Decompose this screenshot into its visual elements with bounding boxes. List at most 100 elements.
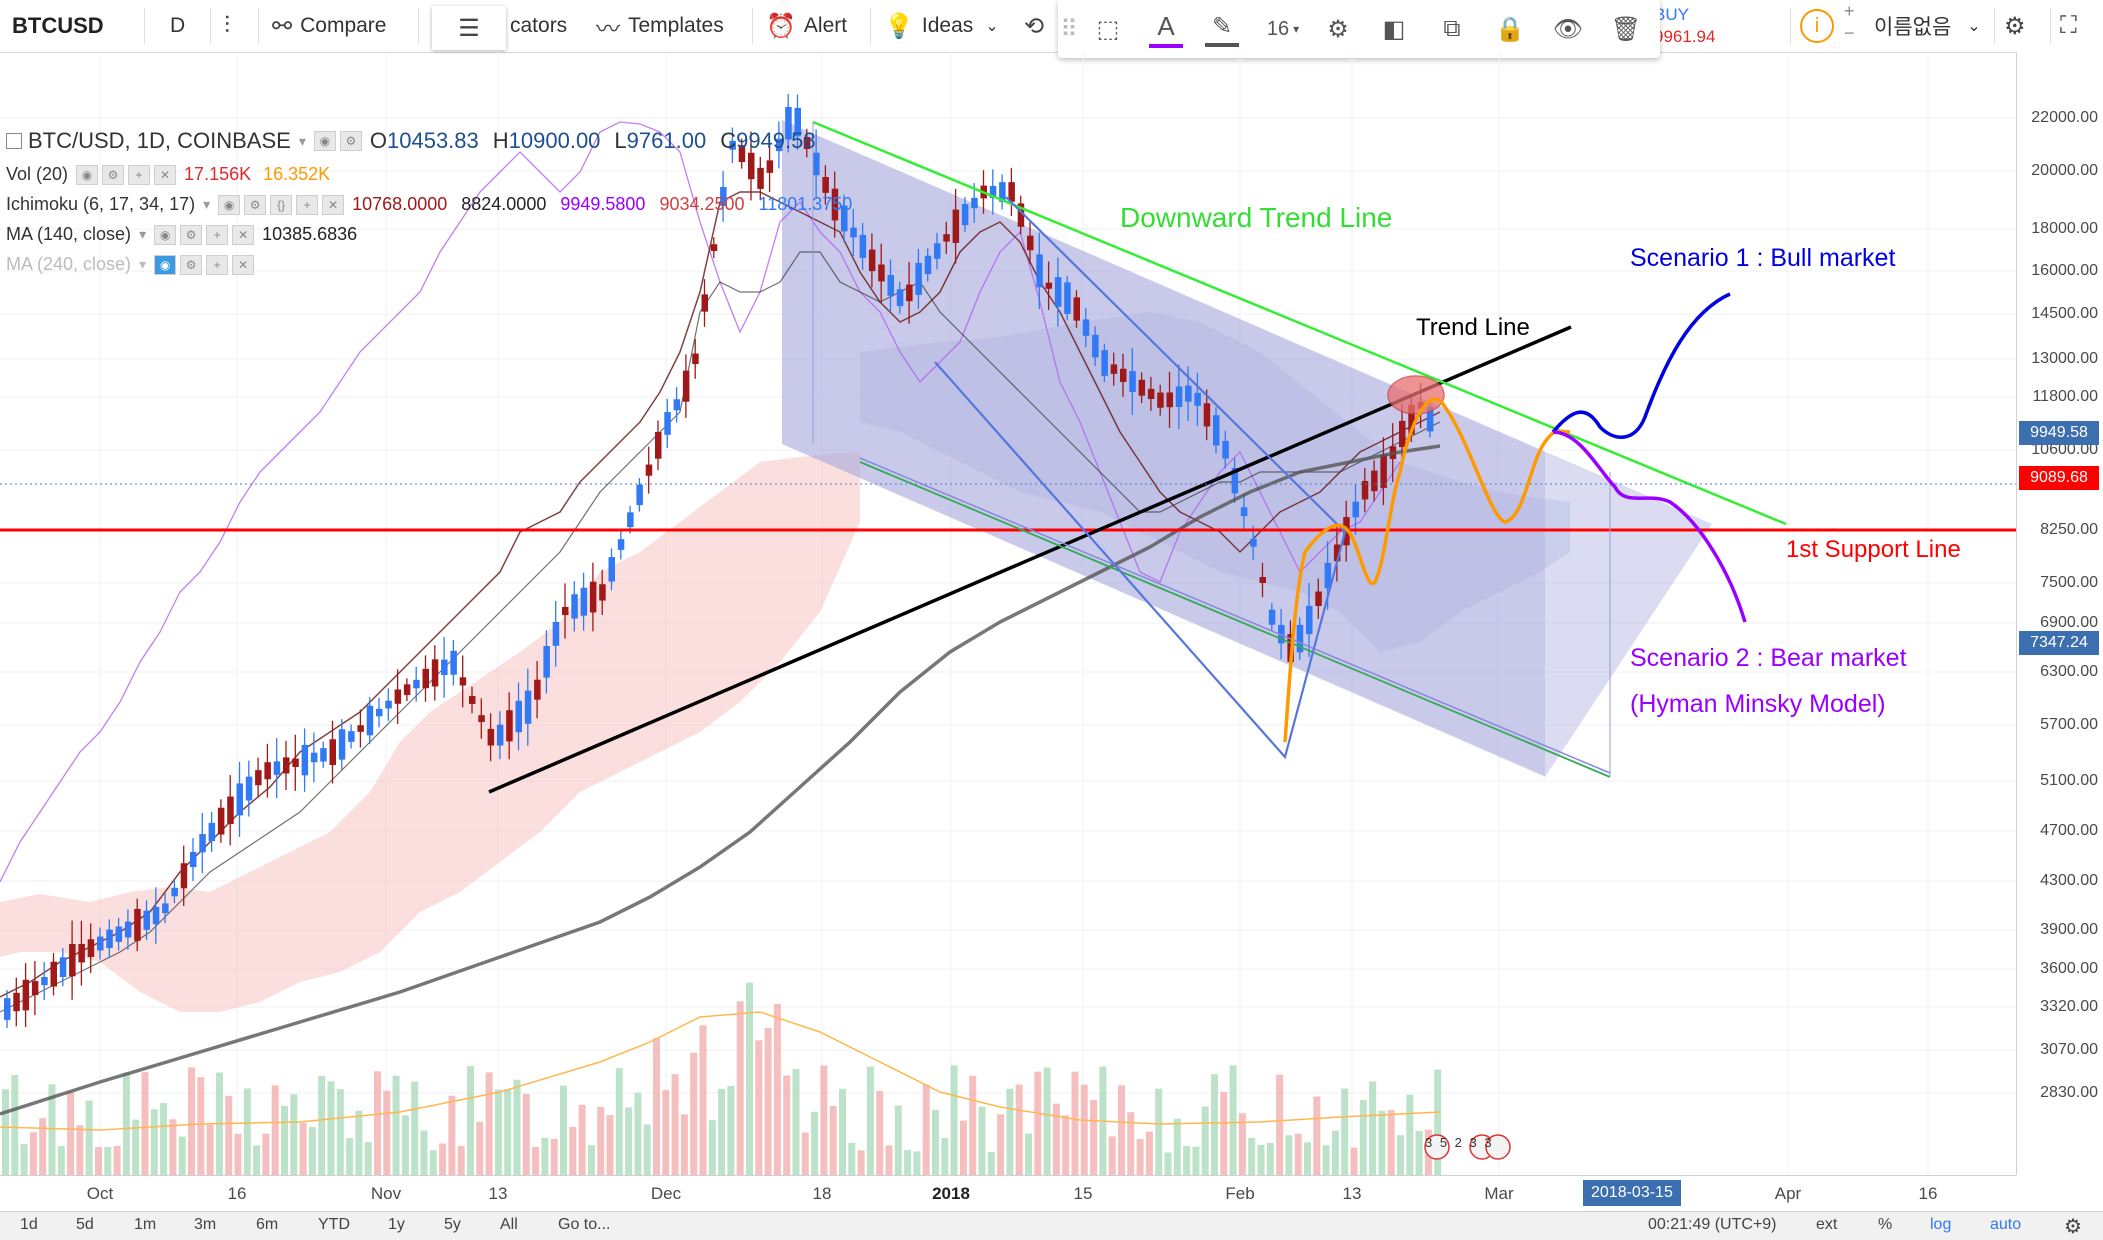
- percent-toggle[interactable]: %: [1878, 1216, 1893, 1233]
- close-icon[interactable]: ✕: [232, 254, 255, 275]
- candle-body: [934, 243, 941, 259]
- minus-icon[interactable]: −: [1844, 23, 1855, 43]
- eye-icon[interactable]: ◉: [154, 224, 177, 245]
- visual-order-icon[interactable]: ◧: [1382, 15, 1406, 43]
- eye-icon[interactable]: ◉: [218, 194, 241, 215]
- fullscreen-button[interactable]: ⛶: [2060, 0, 2085, 52]
- candle-body: [999, 182, 1006, 202]
- eye-icon[interactable]: 👁: [1552, 15, 1584, 43]
- ext-toggle[interactable]: ext: [1816, 1216, 1838, 1233]
- user-menu[interactable]: 이름없음 ⌄: [1874, 0, 1981, 52]
- eye-icon[interactable]: ◉: [154, 254, 177, 275]
- volume-bar: [1155, 1088, 1163, 1175]
- volume-bar: [122, 1072, 130, 1175]
- volume-bar: [48, 1084, 56, 1175]
- price-chart[interactable]: [0, 52, 2016, 1175]
- candle-body: [87, 939, 95, 958]
- candle-body: [943, 234, 950, 242]
- gear-icon[interactable]: ⚙: [102, 164, 125, 185]
- chevron-down-icon[interactable]: ▾: [139, 226, 147, 242]
- price-tick-label: 7500.00: [2040, 574, 2098, 591]
- replay-button[interactable]: ⟲: [1024, 0, 1052, 52]
- gear-icon[interactable]: ⚙: [2064, 1216, 2082, 1238]
- volume-bar: [1006, 1088, 1014, 1175]
- time-axis[interactable]: Oct 16 Nov 13 Dec 18 2018 15 Feb 13 Mar Apr 16 2018-…: [0, 1175, 2016, 1212]
- eye-icon[interactable]: ◉: [76, 164, 99, 185]
- lock-icon[interactable]: 🔒: [1495, 15, 1525, 43]
- range-button-5y[interactable]: 5y: [444, 1216, 461, 1233]
- interval-button[interactable]: D: [170, 14, 186, 37]
- trend-line-label[interactable]: Trend Line: [1416, 314, 1530, 341]
- buy-button[interactable]: BUY 9961.94: [1654, 0, 1784, 52]
- candle-body: [1426, 407, 1434, 432]
- orange-forecast-path: [1283, 397, 1571, 743]
- scenario1-label[interactable]: Scenario 1 : Bull market: [1630, 244, 1896, 272]
- scenario2-label[interactable]: Scenario 2 : Bear market: [1630, 644, 1907, 672]
- clone-icon[interactable]: ⧉: [1443, 15, 1461, 42]
- auto-toggle[interactable]: auto: [1990, 1216, 2022, 1233]
- gear-icon[interactable]: ⚙: [339, 131, 362, 151]
- bar-style-button[interactable]: ⫶: [224, 0, 238, 52]
- chevron-down-icon[interactable]: ▾: [298, 132, 306, 149]
- drawing-toolbar: ⠿ ⬚ A ✎ 16 ▾ ⚙ ◧ ⧉ 🔒 👁 🗑: [1058, 0, 1660, 58]
- range-button-all[interactable]: All: [500, 1216, 518, 1233]
- chevron-down-icon[interactable]: ▾: [203, 196, 211, 212]
- indicators-icon-button[interactable]: ☰: [432, 6, 506, 50]
- candle-body: [450, 650, 457, 675]
- symbol-search[interactable]: BTCUSD: [12, 13, 104, 38]
- drag-handle-icon[interactable]: ⠿: [1060, 15, 1078, 43]
- plus-icon[interactable]: +: [296, 194, 319, 215]
- close-icon[interactable]: ✕: [154, 164, 177, 185]
- settings-button[interactable]: ⚙: [2004, 0, 2034, 52]
- gear-icon[interactable]: ⚙: [244, 194, 267, 215]
- price-axis[interactable]: 22000.00 20000.00 18000.00 16000.00 14500.00…: [2016, 52, 2103, 1175]
- templates-button[interactable]: 〰 Templates: [596, 0, 724, 52]
- candle-body: [738, 145, 746, 163]
- trash-icon[interactable]: 🗑: [1610, 15, 1642, 43]
- minsky-label[interactable]: (Hyman Minsky Model): [1630, 690, 1886, 718]
- candle-body: [701, 294, 708, 312]
- font-size-select[interactable]: 16 ▾: [1256, 0, 1310, 58]
- eye-icon[interactable]: ◉: [313, 131, 336, 151]
- source-icon[interactable]: {}: [270, 194, 293, 215]
- chevron-down-icon[interactable]: ▾: [139, 256, 147, 272]
- close-icon[interactable]: ✕: [232, 224, 255, 245]
- volume-bar: [327, 1081, 335, 1175]
- range-button-5d[interactable]: 5d: [76, 1216, 94, 1233]
- chart-pane[interactable]: Downward Trend Line Trend Line Scenario …: [0, 52, 2016, 1175]
- text-color-button[interactable]: A: [1142, 0, 1190, 58]
- log-toggle[interactable]: log: [1930, 1216, 1952, 1233]
- selection-icon[interactable]: ⬚: [1096, 15, 1120, 43]
- zoom-buttons[interactable]: + −: [1844, 0, 1855, 52]
- close-icon[interactable]: ✕: [322, 194, 345, 215]
- gear-icon[interactable]: ⚙: [1327, 15, 1349, 43]
- range-button-6m[interactable]: 6m: [256, 1216, 279, 1233]
- gear-icon[interactable]: ⚙: [180, 224, 203, 245]
- collapse-icon[interactable]: [6, 133, 22, 149]
- ideas-button[interactable]: 💡 Ideas ⌄: [884, 0, 999, 52]
- range-button-3m[interactable]: 3m: [194, 1216, 217, 1233]
- alert-button[interactable]: ⏰ Alert: [766, 0, 847, 52]
- range-button-1d[interactable]: 1d: [20, 1216, 38, 1233]
- symbol-description: BTC/USD, 1D, COINBASE: [28, 128, 291, 153]
- range-button-1m[interactable]: 1m: [134, 1216, 157, 1233]
- gear-icon[interactable]: ⚙: [180, 254, 203, 275]
- range-button-1y[interactable]: 1y: [388, 1216, 405, 1233]
- plus-icon[interactable]: +: [206, 254, 229, 275]
- support-line-label[interactable]: 1st Support Line: [1786, 536, 1961, 563]
- plus-icon[interactable]: +: [128, 164, 151, 185]
- line-color-button[interactable]: ✎: [1198, 0, 1246, 58]
- candle-body: [1361, 480, 1369, 500]
- plus-icon[interactable]: +: [206, 224, 229, 245]
- compare-button[interactable]: ⚯ Compare: [272, 0, 386, 52]
- candle-body: [831, 188, 839, 221]
- price-tick-label: 16000.00: [2031, 262, 2098, 279]
- indicators-button[interactable]: cators: [510, 14, 568, 37]
- candle-body: [245, 776, 253, 801]
- goto-button[interactable]: Go to...: [558, 1216, 611, 1233]
- info-button[interactable]: i: [1800, 0, 1834, 52]
- plus-icon[interactable]: +: [1844, 1, 1855, 21]
- range-button-ytd[interactable]: YTD: [318, 1216, 350, 1233]
- candle-body: [320, 748, 327, 762]
- downward-trend-label[interactable]: Downward Trend Line: [1120, 202, 1393, 233]
